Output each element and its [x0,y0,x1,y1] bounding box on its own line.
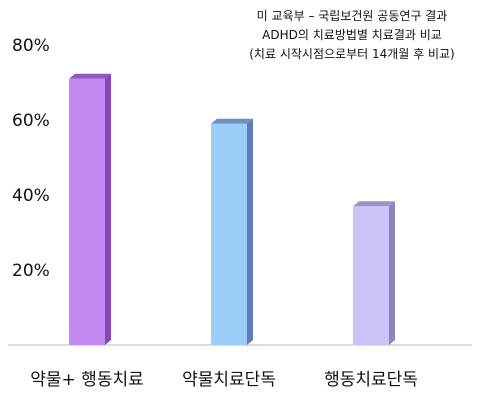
bar-top [69,73,111,79]
bar-side [105,73,111,345]
category-label: 행동치료단독 [324,370,418,390]
bar-top [211,118,253,124]
bar-2 [211,118,253,345]
bar-side [389,201,395,345]
chart-title: 미 교육부 – 국립보건원 공동연구 결과 ADHD의 치료방법별 치료결과 비… [249,9,455,61]
category-label: 약물+ 행동치료 [30,370,144,390]
bar-front [69,78,105,345]
chart-title-line-1: 미 교육부 – 국립보건원 공동연구 결과 [257,9,448,23]
bar-3 [353,201,395,345]
bars [69,73,395,345]
x-axis-labels: 약물+ 행동치료 약물치료단독 행동치료단독 [30,370,418,390]
y-tick-label: 60% [12,111,50,131]
bar-top [353,201,395,207]
bar-side [247,118,253,345]
chart-title-line-2: ADHD의 치료방법별 치료결과 비교 [262,28,442,42]
category-label: 약물치료단독 [182,370,276,390]
bar-1 [69,73,111,345]
y-tick-label: 20% [12,261,50,281]
chart-title-line-3: (치료 시작시점으로부터 14개월 후 비교) [249,47,455,61]
y-tick-label: 80% [12,36,50,56]
y-tick-label: 40% [12,186,50,206]
bar-front [211,123,247,345]
y-axis: 20% 40% 60% 80% [8,36,472,346]
bar-front [353,206,389,345]
